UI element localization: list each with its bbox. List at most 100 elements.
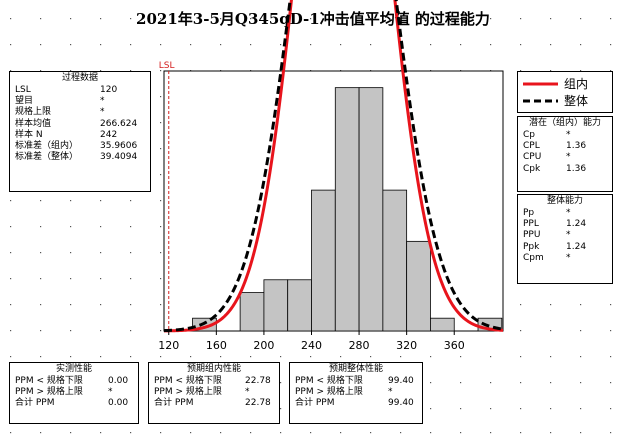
x-tick-label: 120 bbox=[158, 339, 179, 352]
process-data-panel: 过程数据 LSL 120 望目 * 规格上限 * 样本均值 266.624 样本 N 242 标准差… bbox=[9, 71, 151, 192]
histogram-bar bbox=[311, 189, 336, 332]
overall-capability-row: Ppk 1.24 bbox=[518, 242, 612, 253]
within-curve bbox=[163, 0, 504, 333]
process-data-key: 规格上限 bbox=[15, 107, 52, 118]
x-tick-label: 200 bbox=[253, 339, 274, 352]
expected-within-value: * bbox=[245, 387, 250, 398]
process-data-value: * bbox=[100, 96, 105, 107]
histogram-bar bbox=[287, 279, 312, 332]
legend-overall-label: 整体 bbox=[564, 94, 589, 108]
process-data-value: 39.4094 bbox=[100, 152, 138, 163]
process-data-row: 样本均值 266.624 bbox=[10, 119, 150, 130]
within-capability-value: * bbox=[566, 130, 571, 140]
expected-within-key: 合计 PPM bbox=[154, 398, 194, 409]
process-data-header: 过程数据 bbox=[61, 73, 98, 83]
within-capability-row: CPL 1.36 bbox=[518, 141, 612, 152]
expected-overall-row: PPM < 规格下限 99.40 bbox=[290, 376, 422, 387]
expected-overall-value: 99.40 bbox=[388, 398, 414, 409]
observed-performance-row: 合计 PPM 0.00 bbox=[10, 398, 138, 409]
process-data-row: 样本 N 242 bbox=[10, 130, 150, 141]
process-data-rows: LSL 120 望目 * 规格上限 * 样本均值 266.624 样本 N 242 标准差（组内） 3… bbox=[10, 85, 150, 163]
overall-capability-rows: Pp * PPL 1.24 PPU * Ppk 1.24 Cpm * bbox=[518, 208, 612, 264]
observed-performance-header: 实测性能 bbox=[55, 364, 92, 374]
process-data-value: 120 bbox=[100, 85, 118, 95]
within-capability-key: CPL bbox=[523, 141, 540, 152]
expected-overall-row: 合计 PPM 99.40 bbox=[290, 398, 422, 409]
expected-overall-row: PPM > 规格上限 * bbox=[290, 387, 422, 398]
expected-overall-value: * bbox=[388, 387, 393, 398]
expected-overall-panel: 预期整体性能 PPM < 规格下限 99.40 PPM > 规格上限 * 合计 PPM 9… bbox=[289, 362, 423, 424]
overall-curve bbox=[163, 0, 504, 333]
expected-overall-key: PPM < 规格下限 bbox=[295, 376, 363, 386]
histogram-bar bbox=[430, 317, 455, 332]
expected-overall-key: PPM > 规格上限 bbox=[295, 387, 363, 398]
within-capability-panel: 潜在（组内）能力 Cp * CPL 1.36 CPU * Cpk 1.36 bbox=[517, 116, 613, 192]
distribution-curves bbox=[163, 0, 504, 333]
process-data-row: 规格上限 * bbox=[10, 107, 150, 118]
process-data-value: 35.9606 bbox=[100, 140, 138, 151]
histogram-bar bbox=[406, 240, 431, 332]
overall-capability-value: * bbox=[566, 252, 571, 263]
expected-within-row: PPM > 规格上限 * bbox=[149, 387, 279, 398]
expected-overall-header: 预期整体性能 bbox=[328, 364, 383, 374]
process-data-key: 样本 N bbox=[15, 129, 43, 140]
overall-capability-key: Pp bbox=[523, 208, 535, 218]
overall-capability-value: * bbox=[566, 230, 571, 241]
histogram-bar bbox=[334, 87, 360, 332]
overall-capability-header: 整体能力 bbox=[546, 196, 583, 206]
expected-within-value: 22.78 bbox=[245, 398, 271, 409]
within-capability-key: CPU bbox=[523, 152, 542, 163]
process-data-key: 标准差（整体） bbox=[15, 152, 79, 163]
observed-performance-row: PPM < 规格下限 0.00 bbox=[10, 376, 138, 387]
within-capability-key: Cpk bbox=[523, 163, 541, 174]
legend-within-label: 组内 bbox=[564, 77, 589, 91]
expected-within-value: 22.78 bbox=[245, 376, 271, 386]
expected-within-key: PPM > 规格上限 bbox=[154, 387, 222, 398]
expected-overall-value: 99.40 bbox=[388, 376, 414, 386]
expected-within-panel: 预期组内性能 PPM < 规格下限 22.78 PPM > 规格上限 * 合计 PPM 2… bbox=[148, 362, 280, 424]
legend: 组内 整体 bbox=[517, 71, 613, 113]
within-capability-key: Cp bbox=[523, 130, 535, 140]
process-data-key: 样本均值 bbox=[15, 118, 52, 129]
overall-capability-row: PPU * bbox=[518, 230, 612, 241]
process-data-row: 标准差（整体） 39.4094 bbox=[10, 152, 150, 163]
process-data-value: 266.624 bbox=[100, 118, 138, 129]
process-data-key: 望目 bbox=[15, 96, 34, 107]
overall-capability-panel: 整体能力 Pp * PPL 1.24 PPU * Ppk 1.24 Cpm * bbox=[517, 194, 613, 284]
overall-capability-key: Cpm bbox=[523, 252, 544, 263]
within-capability-value: 1.36 bbox=[566, 163, 587, 174]
x-tick-label: 360 bbox=[444, 339, 465, 352]
x-tick-label: 320 bbox=[396, 339, 417, 352]
overall-capability-key: Ppk bbox=[523, 241, 540, 252]
process-data-value: * bbox=[100, 107, 105, 118]
observed-performance-key: PPM < 规格下限 bbox=[15, 376, 83, 386]
overall-capability-value: 1.24 bbox=[566, 219, 587, 230]
expected-within-row: PPM < 规格下限 22.78 bbox=[149, 376, 279, 387]
overall-capability-value: 1.24 bbox=[566, 241, 587, 252]
lsl-marker: LSL bbox=[159, 61, 175, 331]
histogram-bar bbox=[263, 279, 289, 332]
within-capability-rows: Cp * CPL 1.36 CPU * Cpk 1.36 bbox=[518, 130, 612, 175]
histogram-bars bbox=[192, 87, 503, 332]
overall-capability-key: PPU bbox=[523, 230, 541, 241]
overall-capability-value: * bbox=[566, 208, 571, 218]
x-tick-label: 160 bbox=[206, 339, 227, 352]
observed-performance-value: 0.00 bbox=[108, 376, 129, 386]
expected-within-header: 预期组内性能 bbox=[186, 364, 241, 374]
observed-performance-panel: 实测性能 PPM < 规格下限 0.00 PPM > 规格上限 * 合计 PPM 0.00 bbox=[9, 362, 139, 424]
observed-performance-value: 0.00 bbox=[108, 398, 129, 409]
within-capability-header: 潜在（组内）能力 bbox=[528, 118, 601, 128]
expected-within-rows: PPM < 规格下限 22.78 PPM > 规格上限 * 合计 PPM 22.78 bbox=[149, 376, 279, 410]
observed-performance-value: * bbox=[108, 387, 113, 398]
histogram-bar bbox=[358, 87, 384, 332]
overall-capability-row: PPL 1.24 bbox=[518, 219, 612, 230]
within-capability-value: * bbox=[566, 152, 571, 163]
expected-overall-rows: PPM < 规格下限 99.40 PPM > 规格上限 * 合计 PPM 99.40 bbox=[290, 376, 422, 410]
within-capability-row: Cp * bbox=[518, 130, 612, 141]
overall-capability-row: Pp * bbox=[518, 208, 612, 219]
overall-capability-key: PPL bbox=[523, 219, 539, 230]
within-capability-row: Cpk 1.36 bbox=[518, 164, 612, 175]
chart-title: 2021年3-5月Q345qD-1冲击值平均值 的过程能力 bbox=[136, 10, 490, 28]
process-data-key: LSL bbox=[15, 85, 31, 95]
